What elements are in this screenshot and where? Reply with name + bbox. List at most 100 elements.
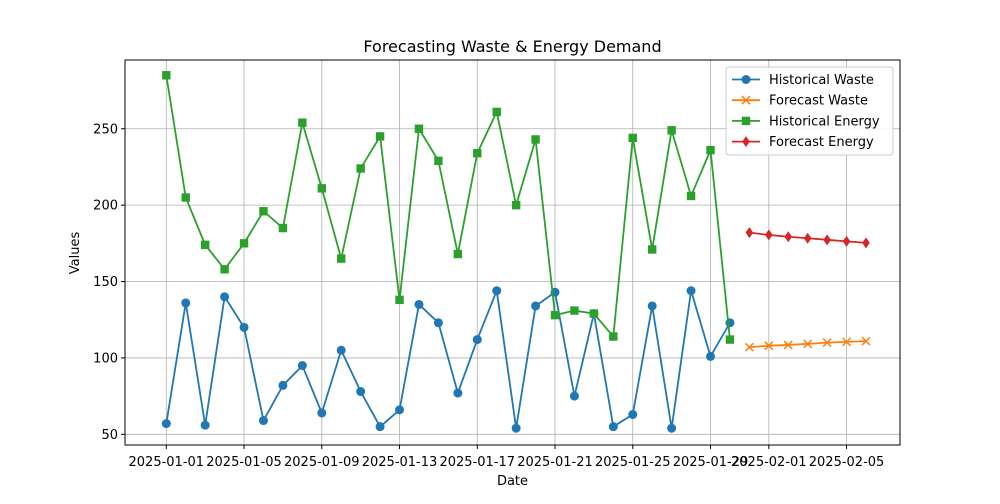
data-point-historical-waste <box>239 322 249 332</box>
legend-item: Forecast Waste <box>732 94 868 109</box>
data-point-historical-energy <box>162 71 171 80</box>
data-point-historical-waste <box>395 405 405 415</box>
series-layer <box>161 71 871 433</box>
legend-marker <box>741 75 751 84</box>
data-point-historical-energy <box>550 310 560 320</box>
data-point-historical-waste <box>667 423 677 433</box>
legend-label: Forecast Waste <box>769 94 868 109</box>
data-point-historical-energy <box>317 184 326 193</box>
legend-label: Historical Waste <box>769 73 874 88</box>
legend-marker <box>741 95 751 105</box>
data-point-historical-energy <box>414 124 424 133</box>
y-axis-ticks: 50 100 150 200 250 <box>93 122 125 443</box>
y-tick-label: 50 <box>101 428 118 443</box>
x-axis-label: Date <box>497 474 528 489</box>
data-point-historical-waste <box>336 345 346 355</box>
data-point-historical-waste <box>200 420 210 430</box>
legend-box <box>725 66 894 156</box>
legend-marker <box>741 116 751 126</box>
data-point-historical-waste <box>375 422 385 432</box>
x-tick-label: 2025-02-01 <box>731 455 807 470</box>
data-point-forecast-energy <box>784 231 793 243</box>
data-point-historical-waste <box>220 292 230 302</box>
data-point-historical-waste <box>317 408 327 418</box>
data-point-historical-waste <box>608 422 618 432</box>
data-point-historical-energy <box>725 335 735 344</box>
data-point-historical-energy <box>667 126 676 135</box>
x-tick-label: 2025-01-09 <box>284 455 360 470</box>
data-point-historical-waste <box>686 286 696 296</box>
data-point-historical-energy <box>647 245 657 254</box>
data-point-historical-energy <box>356 164 365 173</box>
data-point-historical-energy <box>220 265 229 274</box>
legend-item: Historical Waste <box>732 73 874 88</box>
data-point-historical-waste <box>725 318 735 328</box>
data-point-forecast-waste <box>764 341 774 351</box>
data-point-historical-waste <box>297 361 307 371</box>
data-point-historical-waste <box>414 299 424 309</box>
data-point-historical-energy <box>706 145 715 155</box>
legend-label: Forecast Energy <box>769 135 874 150</box>
data-point-historical-waste <box>356 387 366 397</box>
series-historical-energy <box>162 71 735 344</box>
data-point-forecast-energy <box>765 229 773 241</box>
data-point-historical-energy <box>511 200 521 210</box>
series-forecast-energy <box>745 227 870 249</box>
data-point-historical-energy <box>200 240 210 250</box>
data-point-historical-waste <box>161 419 171 429</box>
data-point-historical-energy <box>492 107 501 117</box>
data-point-historical-energy <box>375 132 385 141</box>
data-point-historical-energy <box>434 156 443 166</box>
chart-title: Forecasting Waste & Energy Demand <box>363 37 661 56</box>
x-tick-label: 2025-01-13 <box>362 455 438 470</box>
legend-item: Forecast Energy <box>732 135 874 150</box>
plot-area-frame <box>124 59 901 446</box>
data-point-historical-energy <box>239 239 249 248</box>
x-tick-label: 2025-01-25 <box>595 455 671 470</box>
y-tick-label: 250 <box>93 122 118 137</box>
data-point-historical-waste <box>181 298 191 308</box>
y-tick-label: 200 <box>93 199 118 214</box>
data-point-historical-energy <box>609 332 618 341</box>
data-point-forecast-waste <box>803 339 813 349</box>
data-point-historical-energy <box>589 309 599 318</box>
data-point-historical-waste <box>453 388 463 398</box>
y-tick-label: 100 <box>93 351 118 366</box>
legend-item: Historical Energy <box>732 114 880 129</box>
data-point-historical-energy <box>181 193 190 202</box>
series-line-historical-energy <box>165 75 731 340</box>
series-line-historical-waste <box>165 287 731 429</box>
data-point-historical-waste <box>628 409 638 419</box>
series-historical-waste <box>161 286 735 433</box>
data-point-historical-energy <box>570 306 579 315</box>
data-point-historical-energy <box>298 118 307 127</box>
series-forecast-waste <box>744 336 871 352</box>
data-point-forecast-waste <box>822 338 832 348</box>
data-point-historical-waste <box>647 301 657 311</box>
legend-label: Historical Energy <box>769 114 880 129</box>
x-tick-label: 2025-01-17 <box>439 455 515 470</box>
data-point-historical-waste <box>278 380 288 390</box>
y-tick-label: 150 <box>93 275 118 290</box>
x-tick-label: 2025-02-05 <box>809 455 885 470</box>
data-point-historical-waste <box>569 391 579 401</box>
data-point-historical-energy <box>531 135 540 144</box>
data-point-historical-energy <box>473 148 482 158</box>
data-point-forecast-waste <box>861 336 871 346</box>
x-tick-label: 2025-01-29 <box>673 455 749 470</box>
data-point-forecast-energy <box>823 234 831 246</box>
data-point-forecast-energy <box>842 235 851 247</box>
data-point-historical-energy <box>628 133 637 143</box>
data-point-historical-waste <box>433 318 443 328</box>
data-point-forecast-waste <box>783 340 793 350</box>
data-point-historical-energy <box>337 254 346 263</box>
data-point-historical-energy <box>686 191 696 201</box>
x-tick-label: 2025-01-01 <box>129 455 205 470</box>
data-point-historical-energy <box>259 207 268 216</box>
legend-marker <box>742 136 750 148</box>
data-point-forecast-waste <box>842 337 852 347</box>
data-point-historical-waste <box>531 301 541 311</box>
data-point-historical-waste <box>706 351 716 361</box>
